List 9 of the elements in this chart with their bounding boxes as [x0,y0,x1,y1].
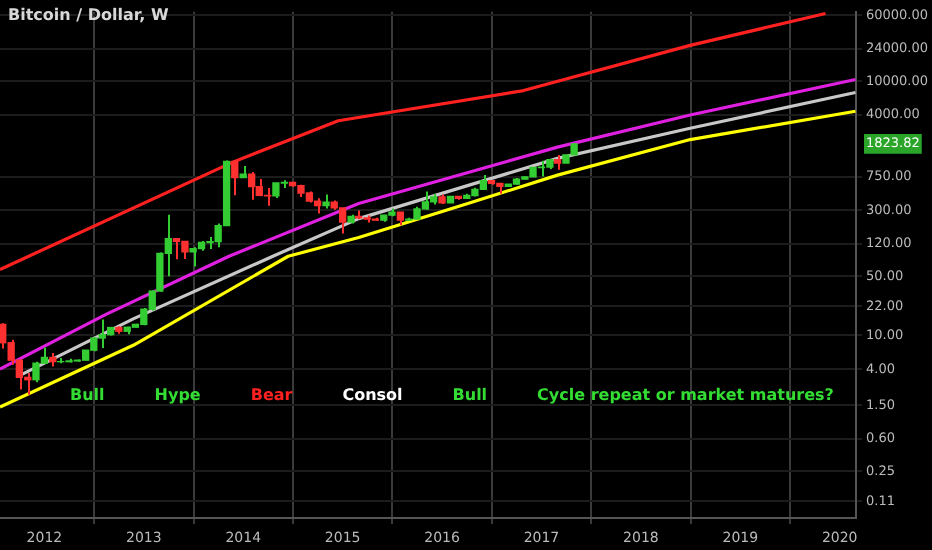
annotation: Bull [452,386,488,405]
chart-title: Bitcoin / Dollar, W [8,6,169,24]
candlestick [521,175,529,181]
annotation: Hype [154,386,202,405]
annotation: Bull [70,386,106,405]
annotation: Bear [250,386,293,405]
annotation: Cycle repeat or market matures? [537,386,835,405]
candlestick [363,214,371,224]
annotation: Consol [342,386,404,405]
